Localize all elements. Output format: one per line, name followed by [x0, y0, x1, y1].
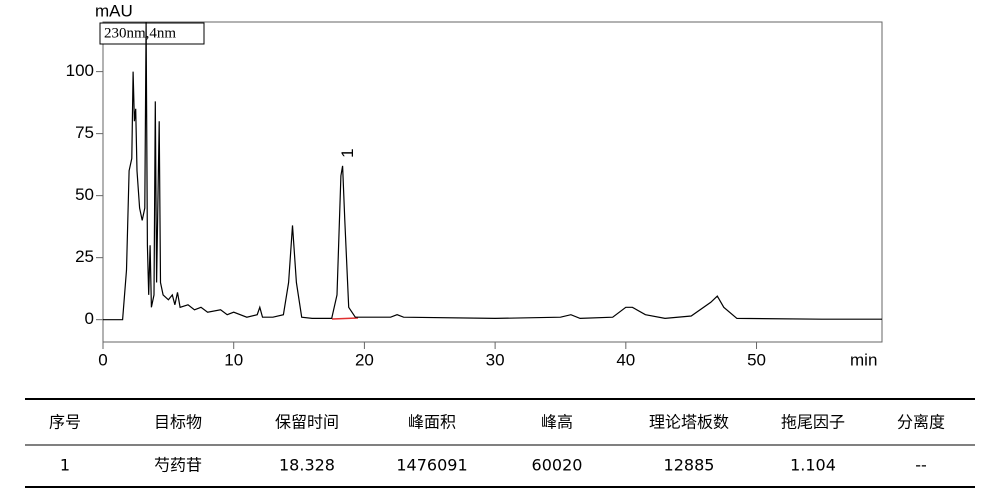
table-cell: 12885: [664, 456, 715, 475]
y-tick-label: 75: [75, 123, 94, 142]
trace: [103, 21, 882, 321]
y-tick-label: 50: [75, 185, 94, 204]
peak-label: 1: [338, 148, 357, 157]
x-tick-label: 10: [224, 350, 243, 369]
table: 序号 目标物 保留时间 峰面积 峰高 理论塔板数 拖尾因子 分离度 1 芍药苷 18.328 1476…: [25, 398, 975, 488]
y-axis-label: mAU: [95, 1, 133, 20]
x-tick-label: 20: [355, 350, 374, 369]
table-header: 分离度: [897, 413, 945, 432]
table-header: 拖尾因子: [781, 413, 845, 432]
y-tick-label: 25: [75, 247, 94, 266]
legend-label: 230nm,4nm: [104, 25, 176, 41]
y-tick-label: 0: [85, 309, 94, 328]
table-cell: 1.104: [790, 456, 836, 475]
table-cell: --: [915, 456, 927, 475]
legend-box: [99, 22, 205, 45]
x-axis-label: min: [850, 350, 877, 369]
plot-frame: [102, 21, 883, 343]
table-cell: 芍药苷: [154, 456, 202, 475]
table-header: 峰面积: [408, 413, 456, 432]
x-tick-label: 0: [98, 350, 107, 369]
table-header: 理论塔板数: [649, 413, 729, 432]
table-header: 序号: [49, 413, 81, 432]
table-header: 目标物: [154, 413, 202, 432]
table-cell: 60020: [532, 456, 583, 475]
y-tick-label: 100: [66, 61, 94, 80]
table-header: 峰高: [541, 413, 573, 432]
integration-baseline: [331, 317, 359, 320]
x-tick-label: 50: [747, 350, 766, 369]
table-header: 保留时间: [275, 413, 339, 432]
x-tick-label: 30: [486, 350, 505, 369]
table-cell: 1: [60, 456, 70, 475]
table-cell: 18.328: [279, 456, 335, 475]
table-cell: 1476091: [396, 456, 467, 475]
x-tick-label: 40: [616, 350, 635, 369]
